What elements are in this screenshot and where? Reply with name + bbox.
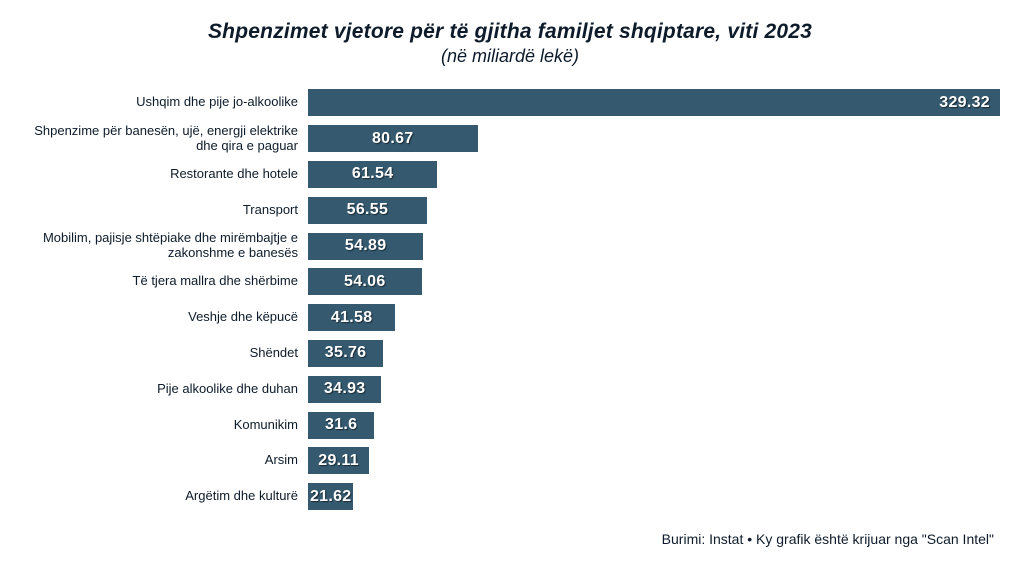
bar: 54.89: [308, 233, 423, 260]
bar-track: 29.11: [308, 443, 1000, 479]
bar: 54.06: [308, 268, 422, 295]
chart-row: Pije alkoolike dhe duhan34.93: [20, 371, 1000, 407]
title-block: Shpenzimet vjetore për të gjitha familje…: [20, 20, 1000, 67]
bar-track: 35.76: [308, 336, 1000, 372]
chart-row: Ushqim dhe pije jo-alkoolike329.32: [20, 85, 1000, 121]
bar: 21.62: [308, 483, 353, 510]
category-label: Shëndet: [20, 346, 308, 361]
bar: 61.54: [308, 161, 437, 188]
chart-row: Komunikim31.6: [20, 407, 1000, 443]
bar: 29.11: [308, 447, 369, 474]
source-line: Burimi: Instat • Ky grafik është krijuar…: [662, 531, 994, 547]
chart-row: Argëtim dhe kulturë21.62: [20, 479, 1000, 515]
bar-track: 80.67: [308, 121, 1000, 157]
bar-track: 61.54: [308, 157, 1000, 193]
chart-row: Mobilim, pajisje shtëpiake dhe mirëmbajt…: [20, 228, 1000, 264]
bar-track: 54.89: [308, 228, 1000, 264]
category-label: Ushqim dhe pije jo-alkoolike: [20, 95, 308, 110]
bar-track: 21.62: [308, 479, 1000, 515]
bar-track: 56.55: [308, 192, 1000, 228]
chart-row: Shpenzime për banesën, ujë, energji elek…: [20, 121, 1000, 157]
category-label: Veshje dhe këpucë: [20, 310, 308, 325]
bar: 80.67: [308, 125, 478, 152]
category-label: Transport: [20, 203, 308, 218]
category-label: Arsim: [20, 453, 308, 468]
category-label: Komunikim: [20, 418, 308, 433]
chart-row: Shëndet35.76: [20, 336, 1000, 372]
bar: 41.58: [308, 304, 395, 331]
chart-row: Restorante dhe hotele61.54: [20, 157, 1000, 193]
chart-container: Shpenzimet vjetore për të gjitha familje…: [0, 0, 1020, 563]
bar: 34.93: [308, 376, 381, 403]
chart-row: Arsim29.11: [20, 443, 1000, 479]
plot-area: Ushqim dhe pije jo-alkoolike329.32Shpenz…: [20, 85, 1000, 515]
bar: 329.32: [308, 89, 1000, 116]
bar: 56.55: [308, 197, 427, 224]
category-label: Të tjera mallra dhe shërbime: [20, 274, 308, 289]
category-label: Shpenzime për banesën, ujë, energji elek…: [20, 124, 308, 154]
chart-row: Veshje dhe këpucë41.58: [20, 300, 1000, 336]
bar: 31.6: [308, 412, 374, 439]
chart-title: Shpenzimet vjetore për të gjitha familje…: [20, 20, 1000, 44]
bar-track: 34.93: [308, 371, 1000, 407]
bar-track: 329.32: [308, 85, 1000, 121]
chart-row: Transport56.55: [20, 192, 1000, 228]
category-label: Pije alkoolike dhe duhan: [20, 382, 308, 397]
bar-track: 41.58: [308, 300, 1000, 336]
category-label: Mobilim, pajisje shtëpiake dhe mirëmbajt…: [20, 231, 308, 261]
bar: 35.76: [308, 340, 383, 367]
bar-track: 31.6: [308, 407, 1000, 443]
chart-row: Të tjera mallra dhe shërbime54.06: [20, 264, 1000, 300]
bar-track: 54.06: [308, 264, 1000, 300]
chart-subtitle: (në miliardë lekë): [20, 46, 1000, 67]
category-label: Argëtim dhe kulturë: [20, 489, 308, 504]
category-label: Restorante dhe hotele: [20, 167, 308, 182]
